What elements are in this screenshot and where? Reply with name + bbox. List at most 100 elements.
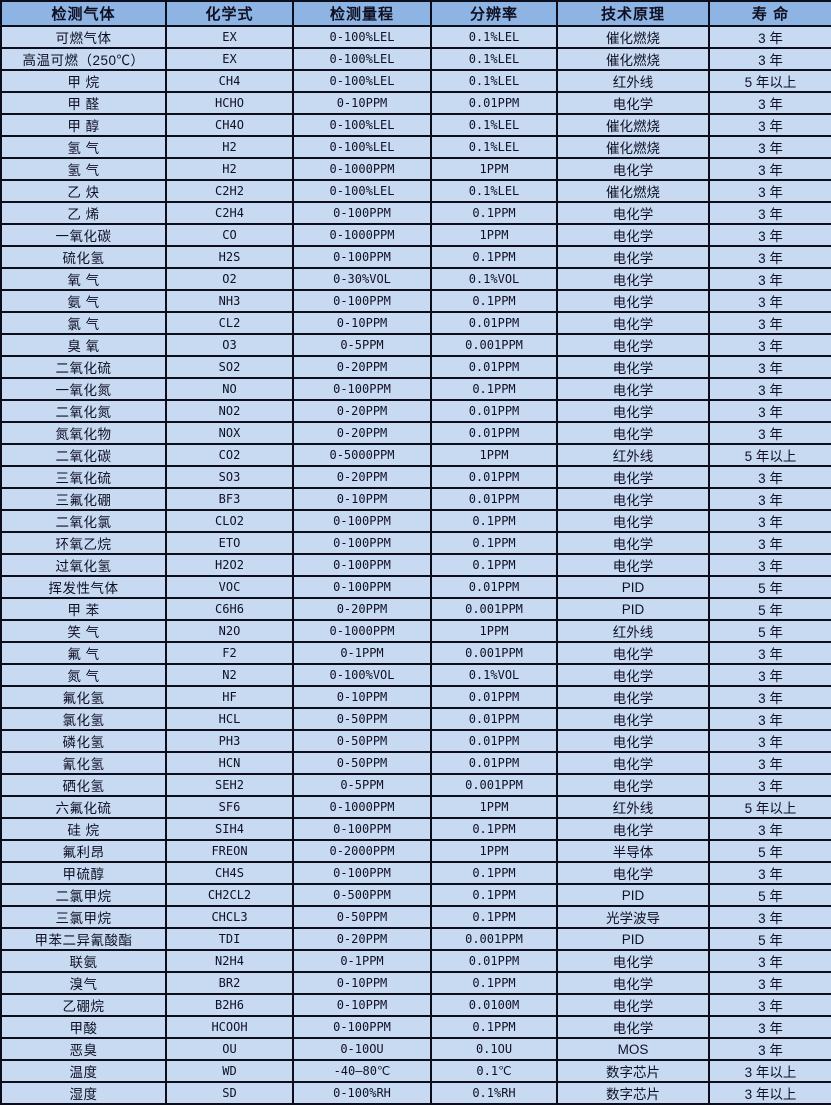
cell-principle: 电化学	[556, 91, 710, 115]
cell-formula: CH4	[165, 69, 294, 93]
cell-principle: PID	[556, 575, 710, 599]
cell-gas-name: 氯化氢	[0, 707, 167, 731]
cell-lifespan: 5 年	[708, 575, 831, 599]
cell-formula: HF	[165, 685, 294, 709]
table-row: 甲 醇 CH4O 0-100%LEL 0.1%LEL 催化燃烧 3 年	[0, 113, 831, 137]
cell-range: 0-100PPM	[292, 201, 432, 225]
table-row: 氯化氢 HCL 0-50PPM 0.01PPM 电化学 3 年	[0, 707, 831, 731]
cell-formula: CO	[165, 223, 294, 247]
cell-range: 0-50PPM	[292, 751, 432, 775]
cell-principle: 红外线	[556, 619, 710, 643]
cell-resolution: 0.1PPM	[430, 553, 558, 577]
cell-resolution: 0.1%VOL	[430, 267, 558, 291]
cell-formula: CH2CL2	[165, 883, 294, 907]
table-row: 甲 苯 C6H6 0-20PPM 0.001PPM PID 5 年	[0, 597, 831, 621]
cell-gas-name: 乙 烯	[0, 201, 167, 225]
column-header-formula: 化学式	[165, 0, 294, 27]
cell-formula: SD	[165, 1081, 294, 1105]
cell-gas-name: 挥发性气体	[0, 575, 167, 599]
cell-range: 0-100%VOL	[292, 663, 432, 687]
cell-lifespan: 3 年	[708, 47, 831, 71]
cell-range: 0-100%LEL	[292, 113, 432, 137]
cell-lifespan: 5 年以上	[708, 795, 831, 819]
cell-range: 0-10PPM	[292, 685, 432, 709]
cell-resolution: 0.1%LEL	[430, 113, 558, 137]
cell-resolution: 1PPM	[430, 619, 558, 643]
cell-lifespan: 3 年以上	[708, 1081, 831, 1105]
cell-range: 0-5PPM	[292, 773, 432, 797]
table-row: 挥发性气体 VOC 0-100PPM 0.01PPM PID 5 年	[0, 575, 831, 599]
cell-lifespan: 3 年	[708, 179, 831, 203]
cell-principle: 电化学	[556, 1015, 710, 1039]
cell-resolution: 0.01PPM	[430, 685, 558, 709]
cell-principle: 电化学	[556, 399, 710, 423]
cell-range: 0-100%LEL	[292, 179, 432, 203]
cell-range: 0-100PPM	[292, 1015, 432, 1039]
cell-gas-name: 环氧乙烷	[0, 531, 167, 555]
cell-resolution: 0.01PPM	[430, 729, 558, 753]
cell-range: 0-50PPM	[292, 905, 432, 929]
cell-principle: 催化燃烧	[556, 135, 710, 159]
cell-gas-name: 臭 氧	[0, 333, 167, 357]
cell-gas-name: 硫化氢	[0, 245, 167, 269]
table-row: 二氯甲烷 CH2CL2 0-500PPM 0.1PPM PID 5 年	[0, 883, 831, 907]
cell-resolution: 0.1PPM	[430, 817, 558, 841]
cell-principle: 电化学	[556, 487, 710, 511]
cell-resolution: 1PPM	[430, 157, 558, 181]
cell-principle: 催化燃烧	[556, 179, 710, 203]
cell-range: -40—80℃	[292, 1059, 432, 1083]
cell-range: 0-10PPM	[292, 91, 432, 115]
cell-gas-name: 磷化氢	[0, 729, 167, 753]
cell-range: 0-10PPM	[292, 993, 432, 1017]
table-row: 高温可燃（250℃） EX 0-100%LEL 0.1%LEL 催化燃烧 3 年	[0, 47, 831, 71]
cell-gas-name: 硅 烷	[0, 817, 167, 841]
cell-resolution: 0.1PPM	[430, 289, 558, 313]
cell-resolution: 0.1PPM	[430, 245, 558, 269]
table-row: 甲硫醇 CH4S 0-100PPM 0.1PPM 电化学 3 年	[0, 861, 831, 885]
cell-resolution: 0.1%LEL	[430, 47, 558, 71]
cell-lifespan: 5 年以上	[708, 443, 831, 467]
cell-resolution: 0.01PPM	[430, 465, 558, 489]
cell-range: 0-20PPM	[292, 465, 432, 489]
cell-principle: 电化学	[556, 223, 710, 247]
cell-range: 0-20PPM	[292, 399, 432, 423]
cell-lifespan: 3 年	[708, 861, 831, 885]
cell-formula: EX	[165, 47, 294, 71]
table-row: 笑 气 N2O 0-1000PPM 1PPM 红外线 5 年	[0, 619, 831, 643]
cell-lifespan: 3 年	[708, 333, 831, 357]
table-row: 可燃气体 EX 0-100%LEL 0.1%LEL 催化燃烧 3 年	[0, 25, 831, 49]
cell-formula: NO	[165, 377, 294, 401]
table-row: 氢 气 H2 0-1000PPM 1PPM 电化学 3 年	[0, 157, 831, 181]
cell-resolution: 0.01PPM	[430, 575, 558, 599]
cell-principle: 红外线	[556, 795, 710, 819]
cell-resolution: 0.001PPM	[430, 597, 558, 621]
cell-range: 0-30%VOL	[292, 267, 432, 291]
cell-resolution: 0.01PPM	[430, 399, 558, 423]
cell-principle: 电化学	[556, 421, 710, 445]
cell-formula: SIH4	[165, 817, 294, 841]
cell-resolution: 1PPM	[430, 443, 558, 467]
cell-principle: 电化学	[556, 201, 710, 225]
cell-gas-name: 可燃气体	[0, 25, 167, 49]
cell-gas-name: 二氧化氮	[0, 399, 167, 423]
cell-formula: SO2	[165, 355, 294, 379]
cell-principle: 电化学	[556, 465, 710, 489]
cell-formula: H2	[165, 157, 294, 181]
cell-gas-name: 一氧化碳	[0, 223, 167, 247]
cell-gas-name: 甲 醇	[0, 113, 167, 137]
header-row: 检测气体 化学式 检测量程 分辨率 技术原理寿 命	[0, 0, 831, 27]
cell-formula: N2H4	[165, 949, 294, 973]
cell-principle: 电化学	[556, 267, 710, 291]
cell-resolution: 0.1PPM	[430, 201, 558, 225]
table-row: 过氧化氢 H2O2 0-100PPM 0.1PPM 电化学 3 年	[0, 553, 831, 577]
table-row: 氟化氢 HF 0-10PPM 0.01PPM 电化学 3 年	[0, 685, 831, 709]
cell-formula: SF6	[165, 795, 294, 819]
cell-principle: 电化学	[556, 245, 710, 269]
cell-formula: H2O2	[165, 553, 294, 577]
table-row: 臭 氧 O3 0-5PPM 0.001PPM 电化学 3 年	[0, 333, 831, 357]
table-row: 溴气 BR2 0-10PPM 0.1PPM 电化学 3 年	[0, 971, 831, 995]
cell-gas-name: 氢 气	[0, 157, 167, 181]
cell-principle: 光学波导	[556, 905, 710, 929]
cell-formula: CO2	[165, 443, 294, 467]
